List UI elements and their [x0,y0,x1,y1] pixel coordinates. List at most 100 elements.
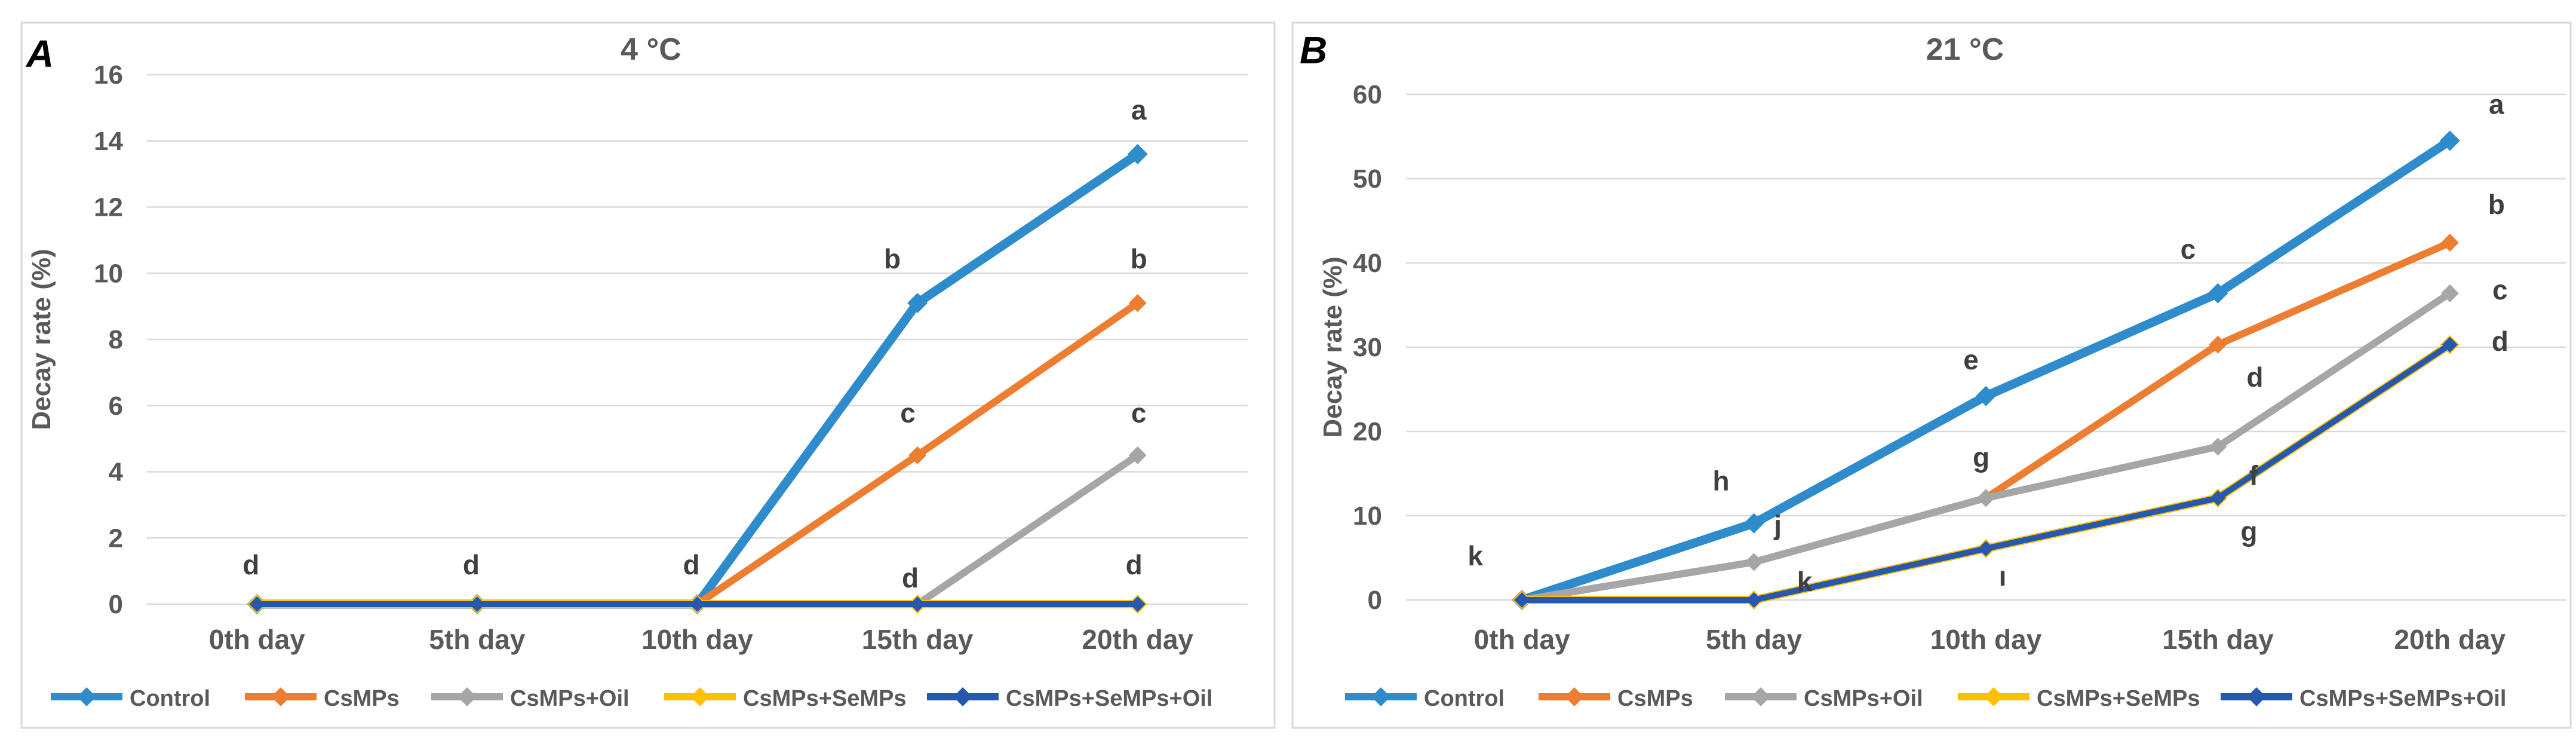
point-marker-csmps-semps-oil [910,596,926,612]
point-marker-csmps-semps-oil [469,596,485,612]
y-axis-title: Decay rate (%) [27,249,56,430]
y-axis-tick-label: 60 [1353,80,1382,109]
x-axis-tick-label: 5th day [1706,624,1802,655]
point-marker-csmps [1128,294,1147,313]
x-axis-tick-label: 15th day [862,624,974,655]
x-axis-tick-label: 20th day [2394,624,2506,655]
point-marker-control [2207,283,2228,304]
y-axis-tick-label: 50 [1353,164,1382,194]
legend-label-csmps-semps: CsMPs+SeMPs [743,686,907,711]
significance-letter: e [1963,344,1979,375]
point-marker-csmps-oil [1128,446,1147,464]
significance-letter: d [242,549,259,580]
significance-letter: f [2249,460,2259,491]
point-marker-csmps-semps-oil [2210,490,2226,506]
x-axis-tick-label: 0th day [1474,624,1570,655]
significance-letter: d [683,549,699,580]
point-marker-control [1127,143,1148,164]
chart-title-A: 4 °C [621,32,681,67]
y-axis-tick-label: 10 [94,259,123,288]
chart-area-panel-A [20,22,1276,729]
x-axis-tick-label: 10th day [641,624,753,655]
significance-letter: c [2492,274,2508,305]
x-axis-tick-label: 20th day [1082,624,1193,655]
x-axis-tick-label: 15th day [2162,624,2274,655]
point-marker-csmps [2209,335,2227,354]
legend-marker-csmps-oil [1751,687,1770,706]
y-axis-tick-label: 6 [109,391,123,421]
legend-label-csmps-semps: CsMPs+SeMPs [2037,686,2200,711]
y-axis-tick-label: 20 [1353,417,1382,446]
y-axis-tick-label: 30 [1353,333,1382,362]
significance-letter: g [1973,442,1989,473]
significance-letter: a [2489,89,2504,120]
legend-marker-csmps-semps-oil [2247,687,2266,706]
legend-marker-control [77,687,96,706]
y-axis-tick-label: 4 [109,458,124,487]
point-marker-control [2439,130,2460,151]
point-marker-csmps-semps-oil [1746,592,1762,608]
significance-letter: j [1773,510,1782,541]
significance-letter: g [2240,516,2257,547]
point-marker-control [1743,513,1764,534]
significance-letter: ı [1999,561,2007,592]
significance-letter: d [902,562,919,593]
y-axis-tick-label: 16 [94,60,123,90]
y-axis-tick-label: 0 [109,590,123,619]
y-axis-tick-label: 14 [94,127,123,156]
significance-letter: h [1713,466,1730,497]
legend-label-csmps-semps-oil: CsMPs+SeMPs+Oil [1006,686,1212,711]
point-marker-control [907,293,928,314]
point-marker-csmps-oil [1977,489,1995,507]
legend-marker-csmps-semps [1984,687,2003,706]
x-axis-tick-label: 5th day [429,624,525,655]
y-axis-tick-label: 10 [1353,501,1382,531]
panel-label-A: A [25,32,54,75]
panel-label-B: B [1300,29,1327,72]
legend-marker-csmps-oil [458,687,477,706]
y-axis-tick-label: 8 [109,325,123,354]
legend-label-control: Control [130,686,210,711]
point-marker-csmps-semps-oil [1978,540,1994,556]
y-axis-tick-label: 2 [109,523,123,553]
significance-letter: b [2488,189,2505,220]
chart-title-B: 21 °C [1926,32,2004,67]
point-marker-csmps [908,446,927,464]
significance-letter: b [1131,243,1147,274]
significance-letter: c [2181,234,2196,265]
point-marker-csmps-semps-oil [249,596,265,612]
point-marker-csmps-semps-oil [1514,592,1530,608]
y-axis-tick-label: 0 [1368,586,1382,615]
significance-letter: b [884,243,901,274]
legend-marker-csmps-semps [690,687,710,706]
legend-label-csmps-oil: CsMPs+Oil [510,686,630,711]
significance-letter: a [1131,94,1147,125]
significance-letter: d [2492,326,2509,357]
legend-label-csmps: CsMPs [1617,686,1693,711]
significance-letter: d [1126,549,1143,580]
point-marker-csmps [2440,234,2459,252]
legend-label-csmps-oil: CsMPs+Oil [1804,686,1923,711]
significance-letter: k [1467,540,1483,571]
legend-marker-csmps [1565,687,1584,706]
legend-marker-csmps-semps-oil [953,687,972,706]
significance-letter: d [463,549,480,580]
chart-area-panel-B [1291,22,2572,729]
point-marker-csmps-semps-oil [689,596,705,612]
legend-label-csmps: CsMPs [324,686,400,711]
significance-letter: k [1797,566,1813,597]
legend-label-csmps-semps-oil: CsMPs+SeMPs+Oil [2299,686,2506,711]
point-marker-control [1976,385,1996,406]
significance-letter: c [900,397,916,428]
y-axis-tick-label: 40 [1353,249,1382,278]
legend-marker-control [1371,687,1390,706]
y-axis-title: Decay rate (%) [1318,256,1347,437]
point-marker-csmps-semps-oil [2442,336,2458,353]
point-marker-csmps-semps-oil [1129,596,1146,612]
legend-label-control: Control [1424,686,1505,711]
significance-letter: c [1131,397,1147,428]
x-axis-tick-label: 10th day [1930,624,2042,655]
point-marker-csmps-oil [2209,437,2227,456]
